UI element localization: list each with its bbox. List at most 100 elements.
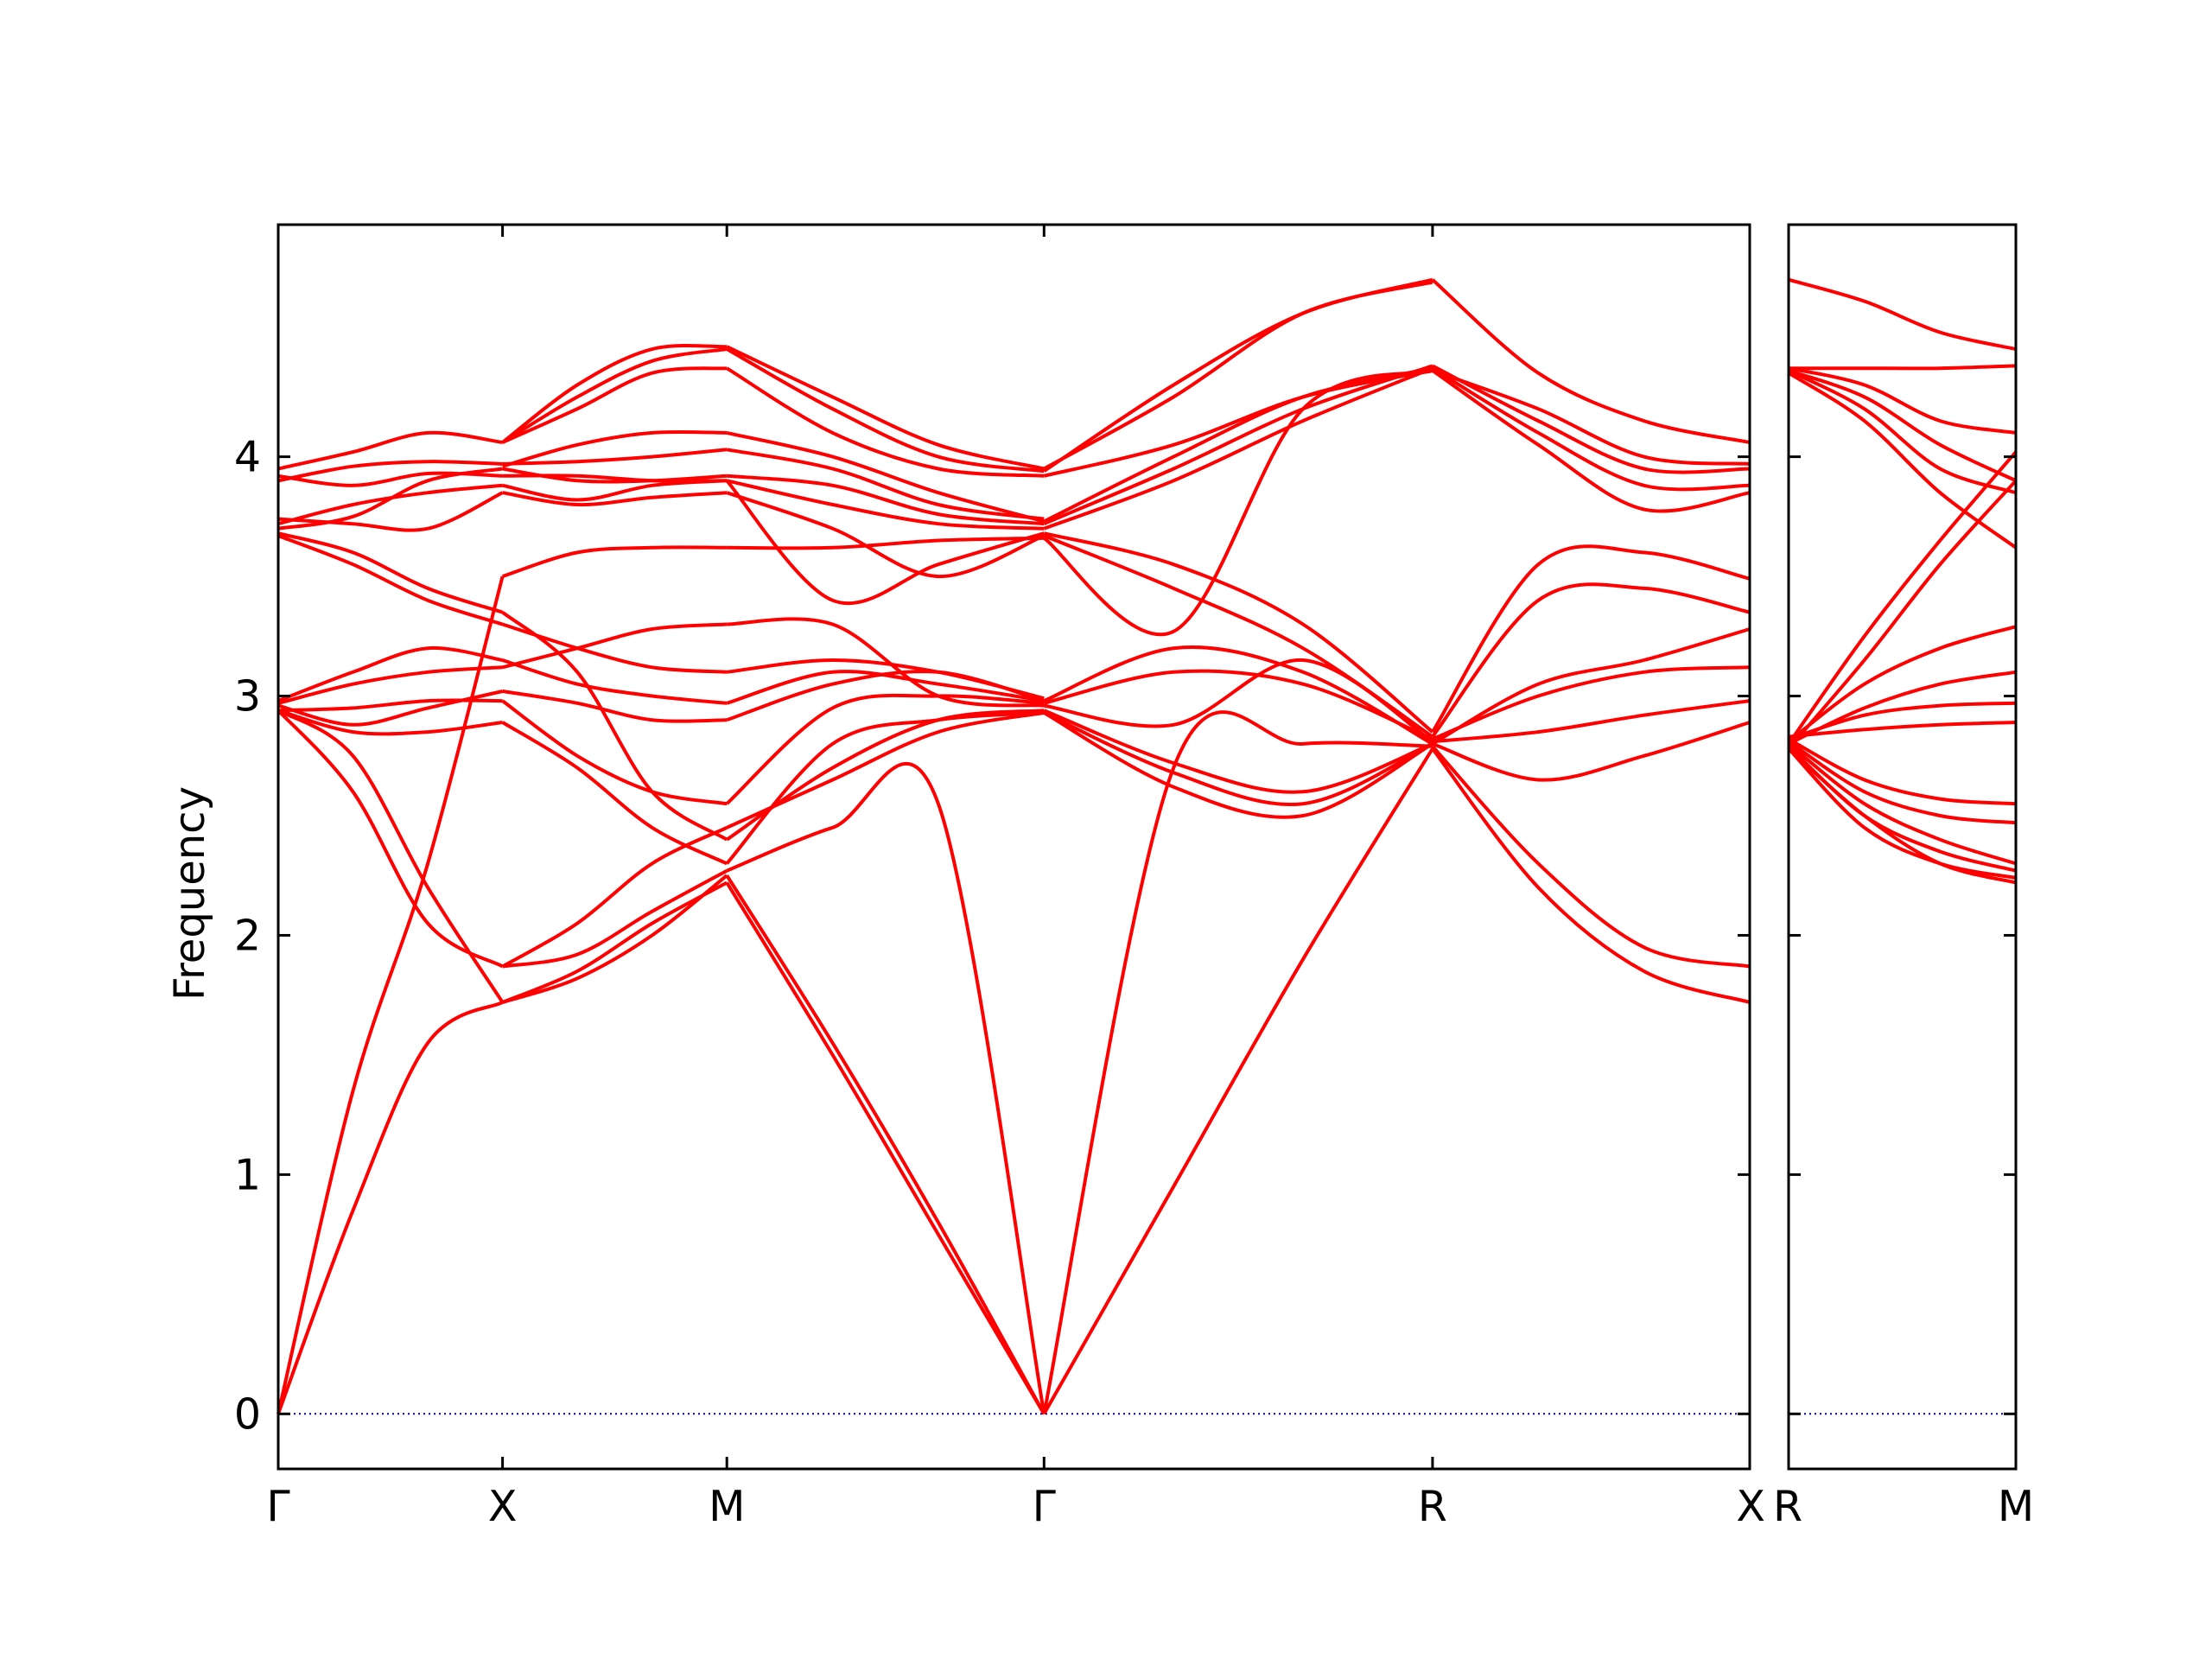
bands-main	[276, 277, 1751, 1415]
band-line-main-3-7	[1043, 645, 1433, 746]
band-line-side-0-17	[1788, 277, 2017, 351]
x-tick-label: X	[488, 1482, 518, 1531]
x-tick-label: R	[1773, 1482, 1802, 1531]
bands-side	[1787, 277, 2018, 885]
band-line-main-3-13	[1043, 366, 1433, 524]
band-line-main-4-3	[1432, 699, 1751, 744]
band-line-main-1-4	[501, 721, 728, 866]
y-axis-label: Frequency	[166, 786, 214, 1001]
band-line-main-3-12	[1043, 364, 1433, 526]
band-line-side-0-3	[1787, 742, 2017, 866]
band-line-side-0-9	[1787, 625, 2017, 743]
band-line-main-2-14	[726, 479, 1045, 531]
band-line-main-0-14	[277, 460, 503, 483]
y-axis: 0 1 2 3 4	[234, 433, 261, 1440]
band-line-main-1-8	[501, 658, 728, 705]
band-line-main-2-16	[726, 448, 1045, 521]
band-line-main-2-0	[725, 881, 1046, 1415]
y-tick-label: 2	[234, 911, 261, 960]
y-tick-label: 3	[234, 672, 261, 721]
y-tick-label: 4	[234, 433, 261, 482]
band-line-main-2-10	[727, 617, 1045, 708]
band-line-side-0-1	[1787, 747, 2017, 880]
band-line-main-2-12	[726, 491, 1046, 579]
band-line-main-2-17	[726, 430, 1045, 524]
band-line-main-0-4	[277, 709, 503, 736]
band-line-main-4-0	[1431, 747, 1751, 1004]
band-line-main-2-19	[726, 347, 1045, 474]
band-line-main-0-6	[277, 690, 504, 727]
band-line-side-0-6	[1788, 721, 2017, 739]
band-line-main-2-8	[726, 670, 1045, 705]
band-line-side-0-5	[1788, 737, 2017, 806]
plot-frame-side	[1787, 223, 2018, 1471]
band-line-main-0-15	[277, 471, 503, 487]
x-tick-label: Γ	[1033, 1482, 1057, 1531]
band-line-main-1-19	[501, 347, 728, 444]
band-line-main-1-15	[502, 467, 728, 484]
band-line-main-3-3	[1043, 711, 1433, 806]
band-line-main-1-2	[502, 868, 728, 969]
band-line-main-3-1	[1042, 710, 1433, 1414]
band-line-main-1-7	[502, 622, 728, 670]
band-line-main-3-6	[1043, 669, 1433, 741]
band-line-main-4-2	[1432, 721, 1751, 782]
y-tick-label: 0	[234, 1389, 261, 1439]
band-line-main-1-3	[501, 826, 728, 969]
band-line-main-1-12	[502, 491, 728, 507]
band-line-side-0-14	[1788, 369, 2017, 483]
x-tick-label: M	[709, 1482, 745, 1531]
band-line-main-1-10	[501, 611, 728, 842]
band-line-main-2-6	[725, 693, 1045, 805]
band-line-main-1-17	[502, 429, 728, 468]
band-line-main-4-5	[1431, 627, 1751, 746]
band-line-main-3-8	[1043, 368, 1433, 636]
band-line-side-0-2	[1787, 745, 2017, 873]
plot-frame-main	[276, 223, 1751, 1471]
band-line-main-0-5	[277, 698, 503, 713]
band-line-main-2-20	[726, 345, 1045, 471]
band-line-main-2-13	[725, 479, 1045, 606]
band-line-main-0-7	[277, 665, 503, 705]
band-line-main-1-20	[501, 343, 728, 444]
band-line-main-4-1	[1431, 745, 1751, 969]
band-line-main-2-1	[725, 874, 1046, 1415]
band-line-main-0-1	[276, 575, 505, 1414]
band-line-main-1-16	[502, 448, 728, 466]
band-line-main-4-10	[1431, 364, 1751, 474]
band-line-main-3-4	[1043, 709, 1433, 794]
band-line-main-4-6	[1431, 582, 1751, 738]
band-line-main-4-8	[1431, 369, 1751, 513]
band-line-main-0-10	[277, 531, 504, 614]
band-line-side-0-13	[1788, 369, 2017, 495]
band-line-main-3-14	[1043, 368, 1433, 478]
band-line-main-3-10	[1043, 531, 1434, 734]
band-line-main-4-7	[1431, 544, 1751, 734]
band-line-main-4-12	[1431, 278, 1751, 444]
band-line-main-3-9	[1043, 534, 1434, 739]
band-line-side-0-4	[1787, 740, 2017, 825]
band-line-main-2-18	[726, 366, 1045, 478]
band-line-main-2-2	[726, 762, 1046, 1414]
band-line-main-0-12	[277, 483, 503, 526]
band-line-side-0-12	[1787, 372, 2018, 550]
band-line-main-0-8	[277, 645, 503, 702]
x-tick-label: R	[1418, 1482, 1447, 1531]
band-line-main-0-16	[277, 430, 503, 471]
band-line-main-1-18	[501, 366, 728, 444]
band-line-main-1-6	[502, 690, 728, 723]
band-line-main-4-4	[1432, 665, 1751, 741]
band-line-main-1-1	[501, 874, 728, 1004]
band-line-main-1-0	[501, 880, 728, 1004]
band-line-main-3-16	[1043, 280, 1433, 471]
band-line-main-0-0	[276, 1001, 504, 1414]
band-line-main-0-9	[277, 534, 504, 626]
band-line-main-1-5	[501, 699, 728, 806]
x-tick-label: M	[1998, 1482, 2034, 1531]
x-tick-label: X	[1736, 1482, 1765, 1531]
band-line-main-1-11	[501, 545, 728, 579]
band-line-main-0-13	[277, 491, 504, 532]
band-line-side-0-10	[1787, 479, 2018, 750]
